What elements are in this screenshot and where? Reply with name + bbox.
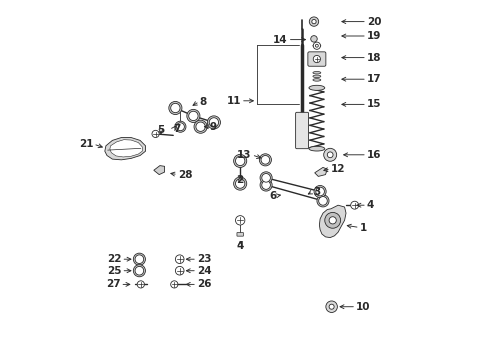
Text: 8: 8 [199,96,206,107]
Text: 19: 19 [366,31,381,41]
Circle shape [261,181,270,189]
Circle shape [311,19,316,24]
Polygon shape [319,205,346,238]
Circle shape [194,120,207,133]
Ellipse shape [308,147,324,151]
Circle shape [325,301,337,312]
Circle shape [323,148,336,161]
Text: 23: 23 [197,254,211,264]
FancyBboxPatch shape [307,52,325,66]
Ellipse shape [312,75,320,78]
Circle shape [188,111,198,121]
Circle shape [235,216,244,225]
Text: 12: 12 [330,164,345,174]
Circle shape [328,304,333,309]
Circle shape [350,201,358,209]
Circle shape [313,55,320,63]
Circle shape [315,44,318,47]
Polygon shape [153,166,164,175]
Text: 28: 28 [178,170,192,180]
Circle shape [152,130,159,138]
Text: 2: 2 [236,175,244,185]
Circle shape [233,154,246,167]
Text: 15: 15 [366,99,381,109]
Circle shape [168,102,182,114]
Circle shape [133,265,145,277]
Circle shape [261,174,270,182]
Circle shape [196,122,205,131]
Circle shape [313,42,320,49]
Circle shape [207,116,220,129]
Circle shape [170,103,180,113]
Text: 26: 26 [197,279,211,289]
Text: 16: 16 [366,150,381,160]
Circle shape [235,179,244,188]
Text: 11: 11 [226,96,241,106]
Text: 4: 4 [236,241,244,251]
Circle shape [176,123,184,131]
Text: 9: 9 [209,122,217,132]
Text: 1: 1 [359,222,366,233]
Circle shape [175,266,183,275]
Circle shape [260,172,272,184]
Circle shape [259,154,271,166]
Circle shape [328,217,336,224]
Text: 6: 6 [268,191,276,201]
Text: 25: 25 [107,266,121,276]
Circle shape [133,253,145,265]
Circle shape [209,118,218,127]
Text: 21: 21 [79,139,93,149]
Text: 14: 14 [272,35,287,45]
Polygon shape [314,167,326,176]
Ellipse shape [312,44,320,48]
Circle shape [316,195,328,207]
Ellipse shape [308,85,324,90]
Circle shape [318,197,326,205]
FancyBboxPatch shape [237,233,243,236]
Circle shape [233,177,246,190]
Circle shape [135,255,143,264]
Circle shape [315,187,324,196]
Text: 10: 10 [355,302,370,312]
Text: 20: 20 [366,17,381,27]
Circle shape [310,36,317,42]
FancyBboxPatch shape [295,112,308,149]
Circle shape [313,185,325,198]
Polygon shape [110,140,142,157]
Text: 4: 4 [366,200,373,210]
Circle shape [326,152,332,158]
Text: 3: 3 [312,186,320,197]
Ellipse shape [312,72,320,74]
Text: 13: 13 [237,150,251,160]
Ellipse shape [312,79,320,81]
Circle shape [260,179,272,191]
Circle shape [135,266,143,275]
Circle shape [309,17,318,26]
Circle shape [235,156,244,166]
Circle shape [175,255,183,264]
Text: 18: 18 [366,53,381,63]
Circle shape [137,281,144,288]
Circle shape [186,109,200,122]
Circle shape [261,156,269,164]
Polygon shape [104,138,145,160]
Circle shape [170,281,178,288]
Text: 17: 17 [366,74,381,84]
Text: 7: 7 [173,124,181,134]
Circle shape [175,121,185,132]
Text: 27: 27 [105,279,120,289]
Circle shape [324,212,340,228]
Text: 24: 24 [197,266,211,276]
Text: 5: 5 [157,125,164,135]
Text: 22: 22 [107,254,121,264]
